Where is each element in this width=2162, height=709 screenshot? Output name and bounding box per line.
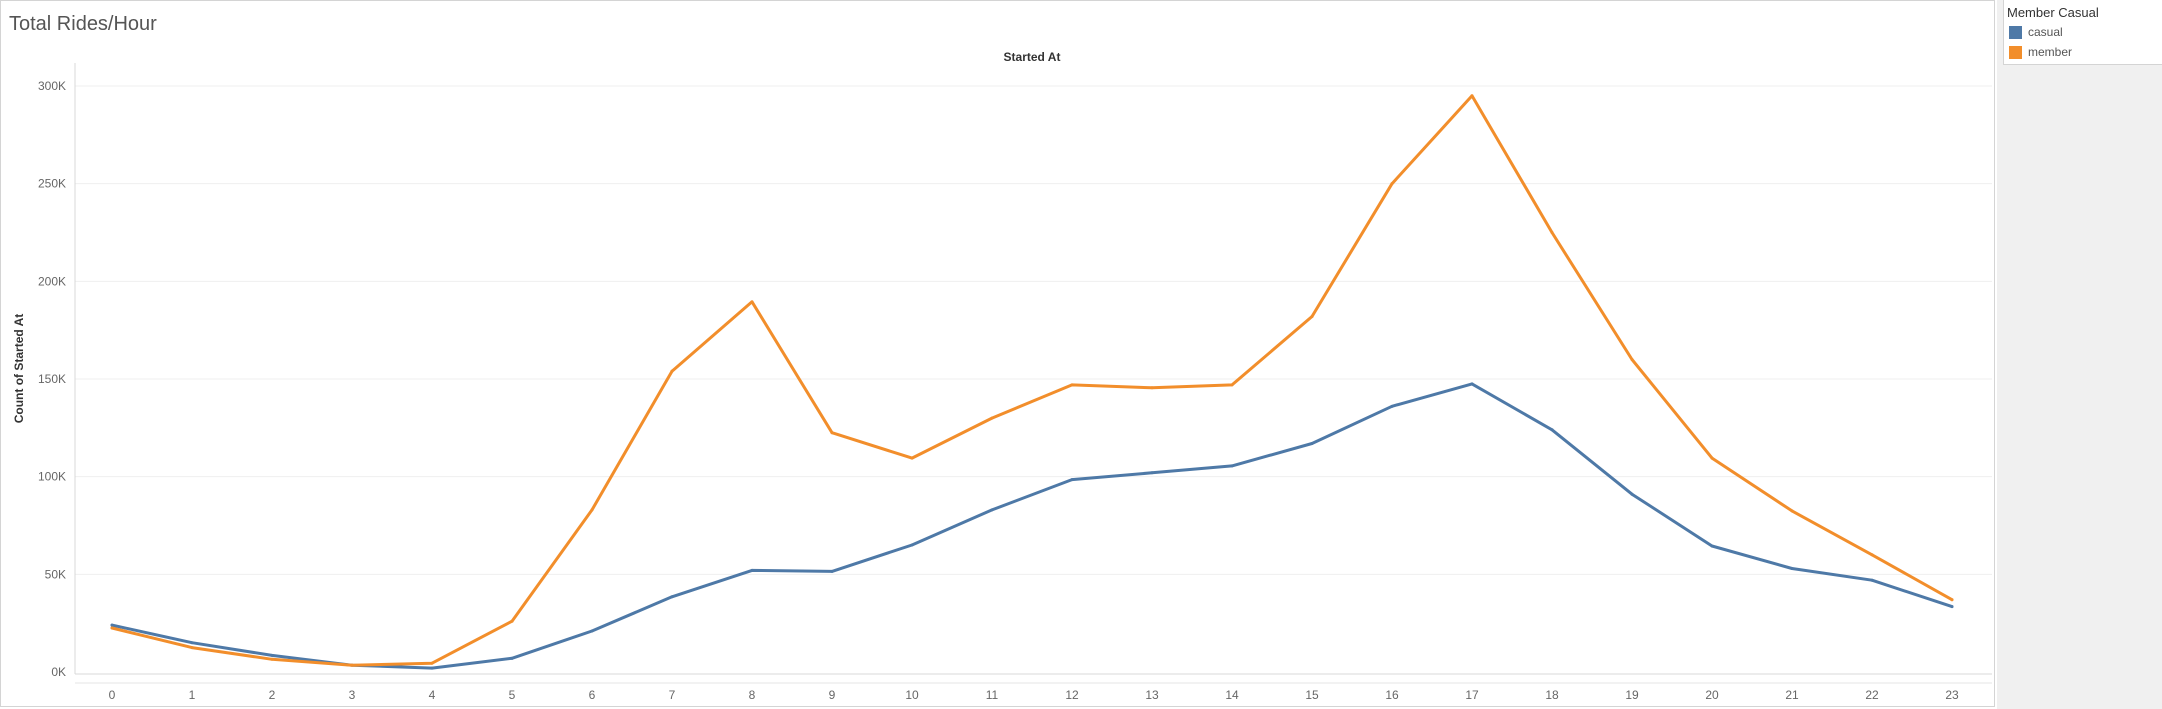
data-point-member (1150, 386, 1154, 390)
data-point-casual (670, 595, 674, 599)
data-point-member (1390, 182, 1394, 186)
data-point-member (190, 646, 194, 650)
x-tick-label: 1 (189, 688, 196, 702)
data-point-member (1950, 598, 1954, 602)
x-tick-label: 6 (589, 688, 596, 702)
x-tick-label: 21 (1785, 688, 1799, 702)
data-point-casual (1150, 471, 1154, 475)
data-point-casual (750, 568, 754, 572)
y-tick-label: 250K (38, 177, 66, 191)
data-point-casual (1230, 464, 1234, 468)
worksheet-title: Total Rides/Hour (9, 13, 157, 35)
data-point-casual (270, 653, 274, 657)
legend-item-casual[interactable]: casual (2009, 24, 2063, 40)
x-tick-label: 23 (1945, 688, 1959, 702)
data-point-member (1470, 94, 1474, 98)
data-point-member (750, 300, 754, 304)
x-tick-label: 16 (1385, 688, 1399, 702)
y-tick-label: 50K (45, 567, 66, 581)
right-pane (1997, 0, 2162, 709)
data-point-casual (510, 656, 514, 660)
x-tick-label: 12 (1065, 688, 1079, 702)
data-point-member (1070, 383, 1074, 387)
y-tick-label: 300K (38, 79, 66, 93)
data-point-casual (590, 629, 594, 633)
data-point-member (510, 619, 514, 623)
data-point-member (830, 431, 834, 435)
x-tick-label: 13 (1145, 688, 1159, 702)
x-tick-label: 14 (1225, 688, 1239, 702)
x-tick-label: 15 (1305, 688, 1319, 702)
x-tick-label: 4 (429, 688, 436, 702)
x-tick-label: 11 (986, 688, 999, 702)
x-tick-label: 5 (509, 688, 516, 702)
legend-swatch-member (2009, 45, 2022, 59)
legend-title: Member Casual (2007, 5, 2099, 20)
column-header: Started At (1004, 50, 1061, 64)
x-tick-label: 22 (1865, 688, 1879, 702)
x-tick-label: 7 (669, 688, 676, 702)
data-point-member (430, 661, 434, 665)
worksheet: Total Rides/Hour (0, 0, 1995, 707)
data-point-casual (1790, 566, 1794, 570)
x-tick-label: 10 (905, 688, 919, 702)
data-point-member (270, 657, 274, 661)
y-tick-label: 0K (51, 665, 66, 679)
data-point-member (1550, 231, 1554, 234)
data-point-member (1230, 383, 1234, 387)
data-point-member (1310, 314, 1314, 318)
data-point-casual (1950, 605, 1954, 609)
data-point-casual (1630, 492, 1634, 496)
legend-label-casual: casual (2028, 25, 2063, 39)
data-point-member (990, 416, 994, 420)
data-point-member (110, 626, 114, 630)
x-tick-label: 2 (269, 688, 276, 702)
legend-swatch-casual (2009, 25, 2022, 39)
x-tick-label: 8 (749, 688, 756, 702)
x-tick-label: 17 (1465, 688, 1479, 702)
data-point-casual (990, 508, 994, 512)
x-tick-label: 20 (1705, 688, 1719, 702)
data-point-member (1790, 509, 1794, 513)
data-point-member (350, 663, 354, 667)
x-tick-label: 9 (829, 688, 836, 702)
data-point-casual (1710, 544, 1714, 548)
x-tick-label: 18 (1545, 688, 1559, 702)
legend[interactable]: Member Casual casual member (2003, 0, 2162, 65)
data-point-casual (1390, 404, 1394, 408)
y-tick-label: 150K (38, 372, 66, 386)
data-point-casual (1870, 578, 1874, 582)
data-point-casual (830, 569, 834, 573)
data-point-casual (1070, 478, 1074, 482)
data-point-casual (1310, 441, 1314, 445)
x-tick-label: 3 (349, 688, 356, 702)
y-tick-label: 100K (38, 470, 66, 484)
x-tick-label: 0 (109, 688, 116, 702)
series-line-casual (110, 382, 1954, 670)
y-axis-label: Count of Started At (12, 314, 26, 424)
series-line-member (110, 94, 1954, 667)
data-point-casual (430, 666, 434, 670)
data-point-member (1710, 456, 1714, 460)
data-point-casual (190, 641, 194, 645)
data-point-member (910, 456, 914, 460)
legend-label-member: member (2028, 45, 2073, 59)
data-point-member (590, 508, 594, 512)
data-point-casual (910, 543, 914, 547)
legend-item-member[interactable]: member (2009, 44, 2072, 60)
data-point-casual (110, 623, 114, 627)
data-point-member (1870, 553, 1874, 557)
x-tick-label: 19 (1625, 688, 1639, 702)
data-point-casual (1550, 428, 1554, 432)
y-tick-label: 200K (38, 274, 66, 288)
data-point-member (1630, 357, 1634, 361)
data-point-casual (1470, 382, 1474, 386)
data-point-member (670, 369, 674, 373)
